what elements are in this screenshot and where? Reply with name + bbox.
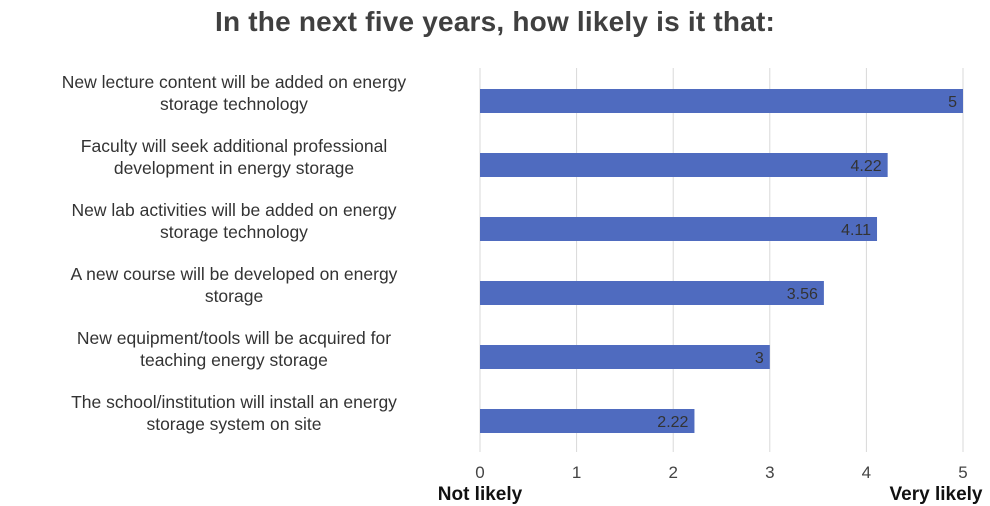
bar-value-label: 3 bbox=[755, 350, 764, 367]
x-tick-label: 3 bbox=[765, 463, 774, 482]
bar-value-label: 2.22 bbox=[657, 414, 688, 431]
category-label: teaching energy storage bbox=[140, 350, 328, 370]
bars bbox=[480, 89, 963, 433]
value-labels: 5 4.22 4.11 3.56 3 2.22 bbox=[657, 94, 957, 431]
bar-value-label: 3.56 bbox=[787, 286, 818, 303]
bar-value-label: 5 bbox=[948, 94, 957, 111]
category-label: storage technology bbox=[160, 222, 308, 242]
category-label: Faculty will seek additional professiona… bbox=[81, 136, 387, 156]
category-label: New lecture content will be added on ene… bbox=[62, 72, 407, 92]
bar bbox=[480, 409, 695, 433]
bar-value-label: 4.22 bbox=[851, 158, 882, 175]
bar bbox=[480, 153, 888, 177]
category-labels: New lecture content will be added on ene… bbox=[62, 72, 407, 434]
x-tick-label: 0 bbox=[475, 463, 484, 482]
category-label: New lab activities will be added on ener… bbox=[72, 200, 397, 220]
scale-low-label: Not likely bbox=[438, 484, 523, 505]
x-axis-ticks: 0 1 2 3 4 5 bbox=[475, 463, 967, 482]
category-label: New equipment/tools will be acquired for bbox=[77, 328, 391, 348]
gridlines bbox=[479, 68, 964, 452]
bar-value-label: 4.11 bbox=[841, 222, 871, 239]
category-label: storage technology bbox=[160, 94, 308, 114]
bar bbox=[480, 281, 824, 305]
bar bbox=[480, 345, 770, 369]
category-label: A new course will be developed on energy bbox=[71, 264, 398, 284]
x-tick-label: 1 bbox=[572, 463, 581, 482]
scale-high-label: Very likely bbox=[890, 484, 983, 505]
category-label: storage bbox=[205, 286, 263, 306]
chart-title: In the next five years, how likely is it… bbox=[214, 6, 776, 37]
x-tick-label: 2 bbox=[668, 463, 677, 482]
x-tick-label: 5 bbox=[958, 463, 967, 482]
bar bbox=[480, 217, 878, 241]
bar bbox=[480, 89, 963, 113]
x-tick-label: 4 bbox=[862, 463, 871, 482]
category-label: storage system on site bbox=[146, 414, 321, 434]
category-label: The school/institution will install an e… bbox=[71, 392, 397, 412]
category-label: development in energy storage bbox=[114, 158, 354, 178]
